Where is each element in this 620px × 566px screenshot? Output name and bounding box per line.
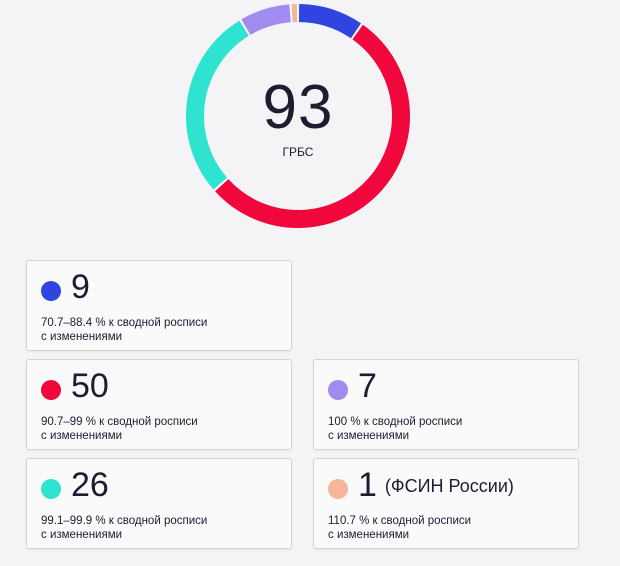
legend-dot-peach-icon	[328, 479, 348, 499]
legend-description: 99.1–99.9 % к сводной росписи с изменени…	[41, 514, 207, 542]
donut-segment-1	[215, 24, 410, 228]
legend-count-value: 26	[71, 466, 109, 504]
legend-description: 90.7–99 % к сводной росписи с изменениям…	[41, 415, 198, 443]
legend-range: 110.7 % к сводной росписи	[328, 515, 472, 527]
legend-count: 7	[358, 366, 377, 406]
legend-suffix: с изменениями	[41, 529, 123, 541]
legend-card-red: 50 90.7–99 % к сводной росписи с изменен…	[26, 359, 292, 450]
legend-count: 26	[71, 465, 109, 505]
donut-center: 93 ГРБС	[185, 3, 411, 229]
legend-description: 110.7 % к сводной росписи с изменениями	[328, 514, 471, 542]
legend-description: 70.7–88.4 % к сводной росписи с изменени…	[41, 316, 207, 344]
legend-card-blue: 9 70.7–88.4 % к сводной росписи с измене…	[26, 260, 292, 351]
donut-chart: 93 ГРБС	[185, 3, 411, 229]
legend-count-value: 1	[358, 466, 377, 504]
legend-card-purple: 7 100 % к сводной росписи с изменениями	[313, 359, 579, 450]
legend-range: 70.7–88.4 % к сводной росписи	[41, 317, 208, 329]
legend-count-value: 9	[71, 268, 90, 306]
legend-suffix: с изменениями	[328, 430, 410, 442]
donut-segment-0	[298, 4, 362, 39]
legend-count: 50	[71, 366, 109, 406]
legend-range: 100 % к сводной росписи	[328, 416, 463, 428]
legend-suffix: с изменениями	[41, 430, 123, 442]
legend-card-peach: 1 (ФСИН России) 110.7 % к сводной росписи…	[313, 458, 579, 549]
legend-count-value: 7	[358, 367, 377, 405]
legend-count-value: 50	[71, 367, 109, 405]
legend-dot-red-icon	[41, 380, 61, 400]
legend-suffix: с изменениями	[328, 529, 410, 541]
legend-note: (ФСИН России)	[384, 476, 514, 496]
donut-segment-3	[241, 4, 291, 36]
legend-card-cyan: 26 99.1–99.9 % к сводной росписи с измен…	[26, 458, 292, 549]
legend-suffix: с изменениями	[41, 331, 123, 343]
legend-range: 90.7–99 % к сводной росписи	[41, 416, 198, 428]
legend-dot-cyan-icon	[41, 479, 61, 499]
legend-dot-blue-icon	[41, 281, 61, 301]
legend-range: 99.1–99.9 % к сводной росписи	[41, 515, 208, 527]
total-unit-label: ГРБС	[282, 145, 314, 159]
legend-description: 100 % к сводной росписи с изменениями	[328, 415, 462, 443]
total-count: 93	[262, 73, 334, 142]
legend-count: 1 (ФСИН России)	[358, 465, 514, 506]
donut-chart-svg	[186, 4, 410, 228]
donut-segment-2	[186, 20, 249, 190]
legend-dot-purple-icon	[328, 380, 348, 400]
legend-count: 9	[71, 267, 90, 307]
